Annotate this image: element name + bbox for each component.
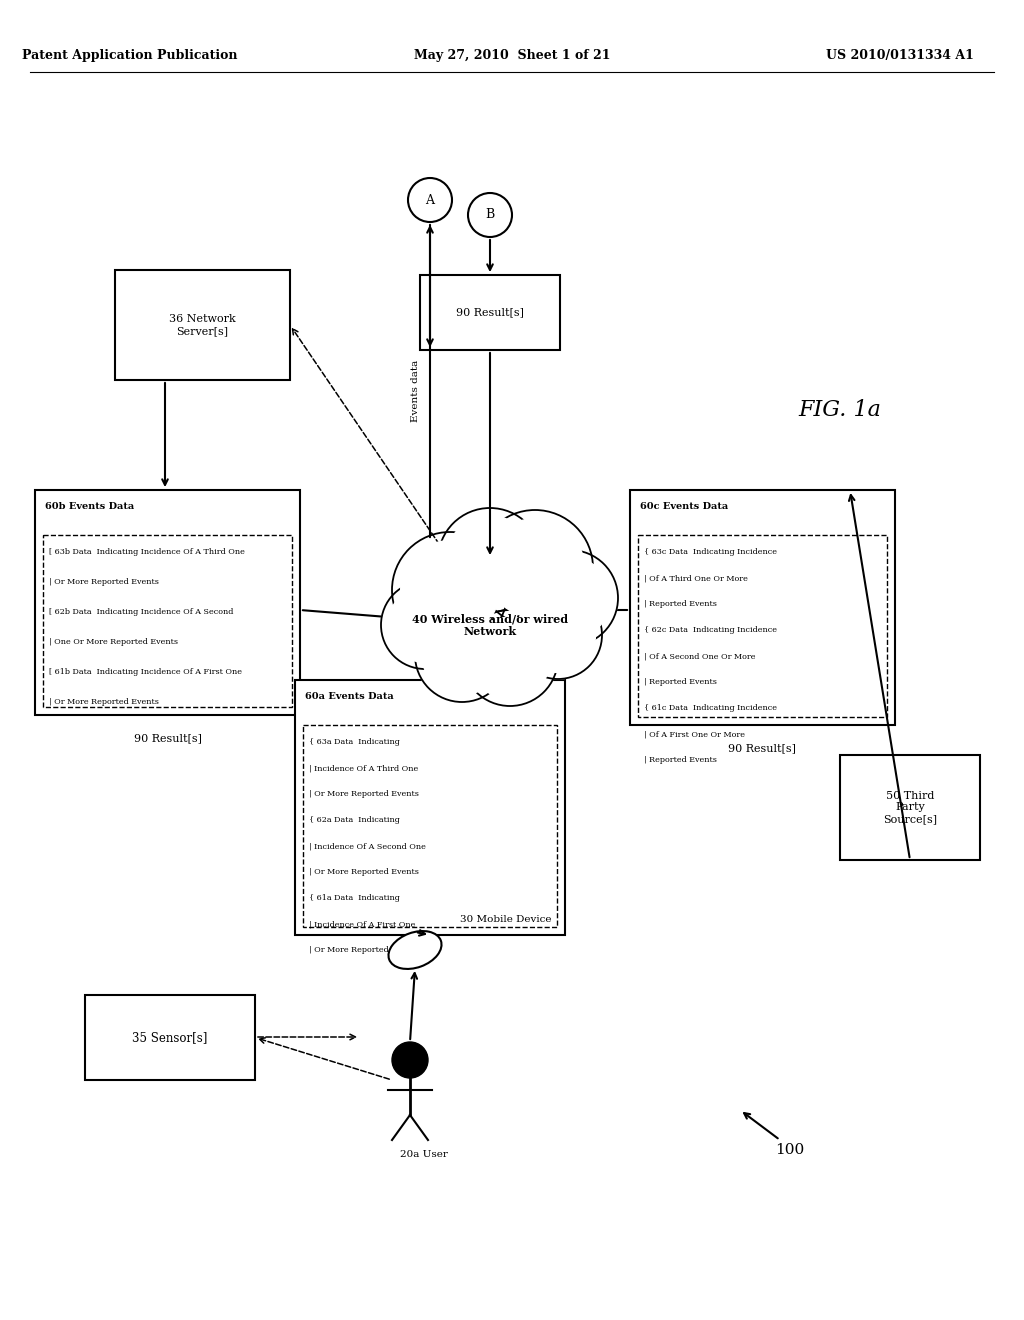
Circle shape — [445, 516, 535, 605]
Text: { 61c Data  Indicating Incidence: { 61c Data Indicating Incidence — [644, 704, 777, 711]
Text: 90 Result[s]: 90 Result[s] — [456, 308, 524, 318]
Text: | Of A Third One Or More: | Of A Third One Or More — [644, 574, 748, 582]
Bar — [115, 271, 290, 380]
Text: 60b Events Data: 60b Events Data — [45, 502, 134, 511]
Circle shape — [468, 193, 512, 238]
Text: Events data: Events data — [411, 360, 420, 422]
Text: 35 Sensor[s]: 35 Sensor[s] — [132, 1031, 208, 1044]
Circle shape — [522, 550, 618, 645]
Circle shape — [520, 598, 595, 672]
Text: | Or More Reported Events: | Or More Reported Events — [309, 869, 419, 876]
Text: | Or More Reported Events: | Or More Reported Events — [309, 789, 419, 799]
Text: | Or More Reported Events: | Or More Reported Events — [49, 698, 159, 706]
Text: { 62a Data  Indicating: { 62a Data Indicating — [309, 816, 400, 824]
Text: | Incidence Of A Third One: | Incidence Of A Third One — [309, 764, 418, 772]
Circle shape — [415, 609, 509, 702]
Text: { 63c Data  Indicating Incidence: { 63c Data Indicating Incidence — [644, 548, 777, 556]
Text: 30 Mobile Device: 30 Mobile Device — [460, 916, 552, 924]
Text: | One Or More Reported Events: | One Or More Reported Events — [49, 638, 178, 645]
Text: 90 Result[s]: 90 Result[s] — [133, 733, 202, 743]
Circle shape — [388, 587, 463, 663]
Text: May 27, 2010  Sheet 1 of 21: May 27, 2010 Sheet 1 of 21 — [414, 49, 610, 62]
Text: B: B — [485, 209, 495, 222]
Circle shape — [408, 178, 452, 222]
Text: 20a User: 20a User — [400, 1150, 447, 1159]
Text: 60c Events Data: 60c Events Data — [640, 502, 728, 511]
Text: 60a Events Data: 60a Events Data — [305, 692, 394, 701]
Circle shape — [514, 591, 602, 678]
Text: | Or More Reported Events: | Or More Reported Events — [49, 578, 159, 586]
Text: { 61a Data  Indicating: { 61a Data Indicating — [309, 894, 400, 902]
Text: 36 Network
Server[s]: 36 Network Server[s] — [169, 314, 236, 335]
Circle shape — [462, 610, 558, 706]
Text: | Reported Events: | Reported Events — [644, 601, 717, 609]
Text: | Reported Events: | Reported Events — [644, 756, 717, 764]
Text: A: A — [426, 194, 434, 206]
Text: 50 Third
Party
Source[s]: 50 Third Party Source[s] — [883, 791, 937, 824]
Text: [ 62b Data  Indicating Incidence Of A Second: [ 62b Data Indicating Incidence Of A Sec… — [49, 609, 233, 616]
Circle shape — [469, 618, 551, 698]
Bar — [35, 490, 300, 715]
Bar — [43, 535, 292, 708]
Text: | Reported Events: | Reported Events — [644, 678, 717, 686]
Text: 40 Wireless and/or wired
Network: 40 Wireless and/or wired Network — [412, 612, 568, 636]
Text: { 62c Data  Indicating Incidence: { 62c Data Indicating Incidence — [644, 626, 777, 634]
Text: | Of A First One Or More: | Of A First One Or More — [644, 730, 745, 738]
Text: | Or More Reported Events: | Or More Reported Events — [309, 946, 419, 954]
Text: 90 Result[s]: 90 Result[s] — [728, 743, 797, 752]
Text: 100: 100 — [775, 1143, 805, 1158]
Bar — [630, 490, 895, 725]
Circle shape — [392, 532, 508, 648]
Circle shape — [477, 510, 593, 626]
Circle shape — [485, 519, 585, 618]
Bar — [638, 535, 887, 717]
Bar — [303, 725, 557, 927]
Text: Patent Application Publication: Patent Application Publication — [23, 49, 238, 62]
Text: | Of A Second One Or More: | Of A Second One Or More — [644, 652, 756, 660]
Text: | Incidence Of A First One: | Incidence Of A First One — [309, 920, 416, 928]
Ellipse shape — [388, 931, 441, 969]
Circle shape — [422, 615, 502, 694]
Bar — [295, 680, 565, 935]
Circle shape — [529, 557, 610, 639]
Circle shape — [392, 1041, 428, 1078]
Text: { 63a Data  Indicating: { 63a Data Indicating — [309, 738, 400, 746]
Text: | Incidence Of A Second One: | Incidence Of A Second One — [309, 842, 426, 850]
Text: US 2010/0131334 A1: US 2010/0131334 A1 — [826, 49, 974, 62]
Bar — [420, 275, 560, 350]
Circle shape — [400, 541, 500, 639]
Text: [ 63b Data  Indicating Incidence Of A Third One: [ 63b Data Indicating Incidence Of A Thi… — [49, 548, 245, 556]
Bar — [85, 995, 255, 1080]
Circle shape — [438, 508, 542, 612]
Bar — [840, 755, 980, 861]
Text: FIG. 1a: FIG. 1a — [799, 399, 882, 421]
Text: [ 61b Data  Indicating Incidence Of A First One: [ 61b Data Indicating Incidence Of A Fir… — [49, 668, 242, 676]
Circle shape — [381, 581, 469, 669]
Bar — [408, 178, 452, 222]
